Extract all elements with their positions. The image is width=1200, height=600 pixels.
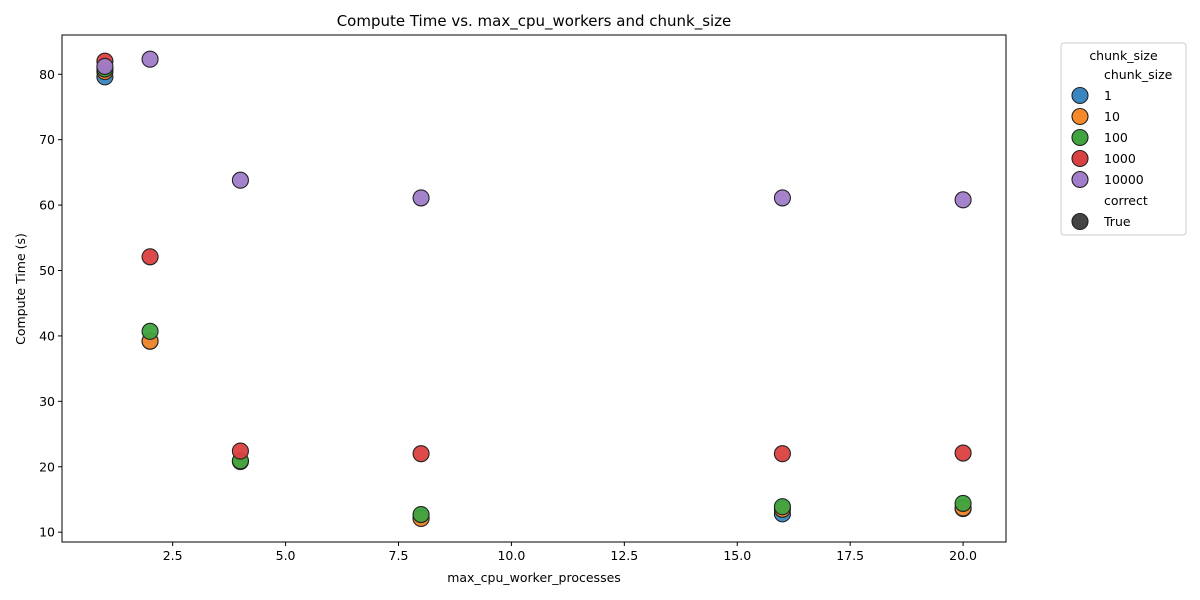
point-chunk-size-10000: [954, 191, 972, 209]
point-chunk-size-10000: [141, 50, 159, 68]
point-chunk-size-100: [954, 494, 972, 512]
legend-label-1000: 1000: [1104, 151, 1136, 166]
legend-subtitle-hue: chunk_size: [1104, 67, 1173, 82]
y-tick-label: 20: [39, 459, 55, 474]
point-chunk-size-1000: [954, 444, 972, 462]
y-tick-label: 60: [39, 198, 55, 213]
point-chunk-size-100: [141, 322, 159, 340]
y-tick-label: 50: [39, 263, 55, 278]
legend-marker-100: [1071, 128, 1089, 147]
legend-marker-10: [1071, 107, 1089, 126]
x-tick-label: 12.5: [610, 548, 638, 563]
point-chunk-size-1000: [412, 445, 430, 463]
y-tick-label: 30: [39, 394, 55, 409]
legend-marker-1000: [1071, 149, 1089, 168]
x-tick-label: 15.0: [723, 548, 751, 563]
plot-area: 2.5 5.0 7.5 10.0 12.5 15.0 17.5 20.0 10 20 30 40 50 6…: [39, 34, 1007, 563]
legend-marker-style: [1071, 212, 1089, 231]
x-tick-label: 5.0: [276, 548, 296, 563]
point-chunk-size-100: [412, 505, 430, 524]
point-chunk-size-1000: [141, 248, 159, 266]
point-chunk-size-100: [773, 498, 791, 516]
y-tick-label: 10: [39, 525, 55, 540]
chart-title: Compute Time vs. max_cpu_workers and chu…: [337, 12, 732, 31]
x-tick-label: 2.5: [163, 548, 183, 563]
point-chunk-size-10000: [96, 57, 114, 75]
y-axis-label: Compute Time (s): [13, 233, 28, 345]
legend-label-style: True: [1103, 214, 1131, 229]
legend-box: [1060, 42, 1187, 236]
y-tick-label: 40: [39, 328, 55, 343]
x-tick-label: 10.0: [497, 548, 525, 563]
y-tick-label: 70: [39, 132, 55, 147]
x-tick-label: 20.0: [949, 548, 977, 563]
point-chunk-size-1000: [773, 445, 791, 463]
legend-marker-1: [1071, 86, 1089, 105]
x-tick-label: 17.5: [836, 548, 864, 563]
x-tick-label: 7.5: [389, 548, 409, 563]
legend-title: chunk_size: [1089, 48, 1158, 63]
plot-frame: [61, 34, 1007, 543]
legend-label-10000: 10000: [1104, 172, 1144, 187]
point-chunk-size-1000: [231, 442, 249, 460]
legend-subtitle-style: correct: [1104, 193, 1148, 208]
point-chunk-size-10000: [231, 171, 249, 189]
legend-label-100: 100: [1104, 130, 1128, 145]
legend: chunk_size chunk_size 1 10 100 1000 10000 corre…: [1060, 42, 1187, 236]
y-tick-label: 80: [39, 67, 55, 82]
legend-label-1: 1: [1104, 88, 1112, 103]
x-axis-label: max_cpu_worker_processes: [447, 570, 621, 585]
point-chunk-size-10000: [412, 189, 430, 207]
legend-marker-10000: [1071, 170, 1089, 189]
legend-label-10: 10: [1104, 109, 1120, 124]
point-chunk-size-10000: [773, 189, 791, 207]
